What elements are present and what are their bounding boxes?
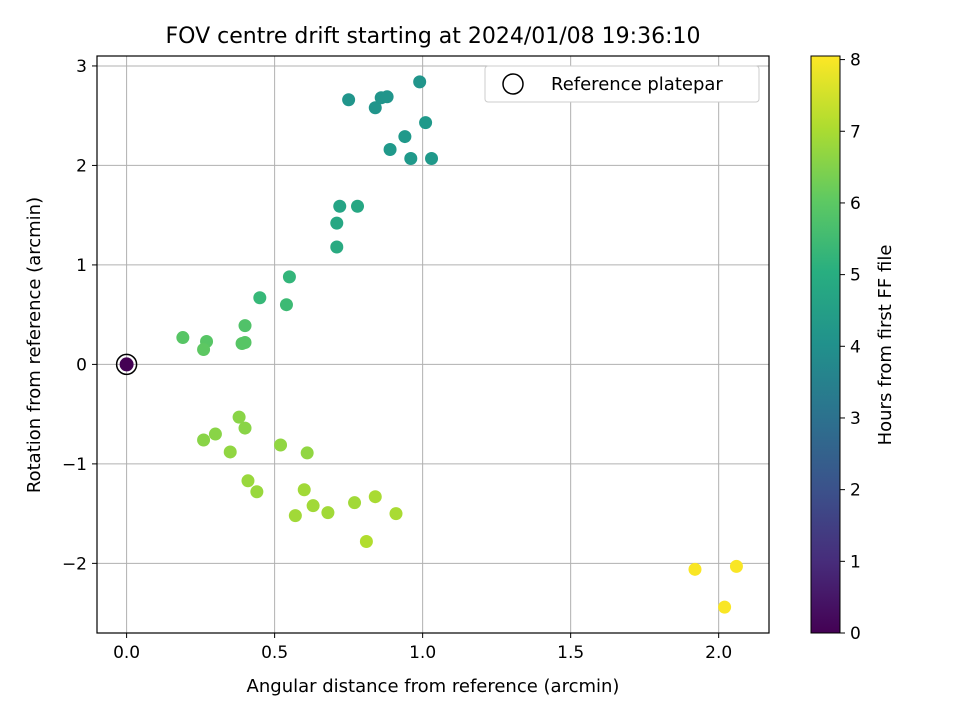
data-point [383, 143, 397, 157]
legend-marker-reference [502, 73, 524, 95]
x-tick-label: 0.5 [261, 643, 288, 663]
data-point [197, 342, 211, 356]
reference-platepar-marker [115, 353, 138, 376]
y-tick-label: 2 [76, 156, 87, 176]
colorbar-tick-label: 8 [850, 51, 861, 71]
data-point [253, 291, 267, 305]
legend-entry-reference: Reference platepar [551, 74, 723, 95]
data-point [274, 438, 288, 452]
data-point [279, 298, 293, 312]
x-tick-label: 2.0 [705, 643, 732, 663]
colorbar-tick-label: 3 [850, 409, 861, 429]
data-point [223, 445, 237, 459]
x-axis: 0.0 0.5 1.0 1.5 2.0 [113, 633, 732, 663]
y-tick-label: 0 [76, 355, 87, 375]
data-points [115, 75, 743, 614]
y-axis-label: Rotation from reference (arcmin) [24, 197, 45, 493]
data-point [297, 483, 311, 497]
data-point [419, 116, 433, 130]
x-tick-label: 1.0 [409, 643, 436, 663]
data-point [250, 485, 264, 499]
colorbar-gradient [810, 55, 841, 634]
data-point [232, 410, 246, 424]
y-tick-label: 1 [76, 256, 87, 276]
data-point [238, 336, 252, 350]
data-point [321, 506, 335, 520]
colorbar-ticks: 0 1 2 3 4 5 6 7 8 [840, 51, 861, 644]
data-point [288, 509, 302, 523]
data-point [238, 421, 252, 435]
data-point [368, 490, 382, 504]
colorbar-tick-label: 4 [850, 337, 861, 357]
data-point [404, 151, 418, 165]
y-tick-label: −2 [62, 554, 87, 574]
colorbar-tick-label: 0 [850, 624, 861, 644]
data-point [729, 559, 743, 573]
legend-box [484, 65, 760, 103]
colorbar-label: Hours from first FF file [875, 245, 896, 446]
y-axis: −2 −1 0 1 2 3 [62, 57, 97, 574]
grid [97, 56, 769, 633]
data-point [238, 319, 252, 333]
data-point [342, 93, 356, 107]
data-point [333, 199, 347, 213]
chart-title: FOV centre drift starting at 2024/01/08 … [166, 24, 701, 49]
plot-frame [96, 55, 770, 634]
data-point [413, 75, 427, 89]
x-tick-label: 1.5 [557, 643, 584, 663]
data-point [688, 562, 702, 576]
x-axis-label: Angular distance from reference (arcmin) [247, 676, 620, 697]
x-tick-label: 0.0 [113, 643, 140, 663]
data-point [398, 130, 412, 144]
colorbar-tick-label: 7 [850, 122, 861, 142]
data-point [300, 446, 314, 460]
data-point [330, 240, 344, 254]
y-tick-label: 3 [76, 57, 87, 77]
data-point [380, 90, 394, 104]
data-point [368, 101, 382, 115]
data-point [359, 534, 373, 548]
data-point [282, 270, 296, 284]
data-point [330, 216, 344, 230]
colorbar-tick-label: 6 [850, 194, 861, 214]
data-point [176, 331, 190, 345]
colorbar-tick-label: 2 [850, 481, 861, 501]
data-point [241, 474, 255, 488]
colorbar: 0 1 2 3 4 5 6 7 8 Hours from first FF file [810, 51, 896, 644]
data-point [389, 507, 403, 521]
reference-point-fill [119, 357, 134, 372]
data-point [197, 433, 211, 447]
data-point [208, 427, 222, 441]
data-point [351, 199, 365, 213]
colorbar-tick-label: 5 [850, 266, 861, 286]
legend: Reference platepar [484, 65, 760, 103]
data-point [718, 600, 732, 614]
data-point [425, 151, 439, 165]
data-point [306, 499, 320, 513]
data-point [348, 496, 362, 510]
y-tick-label: −1 [62, 455, 87, 475]
colorbar-tick-label: 1 [850, 552, 861, 572]
